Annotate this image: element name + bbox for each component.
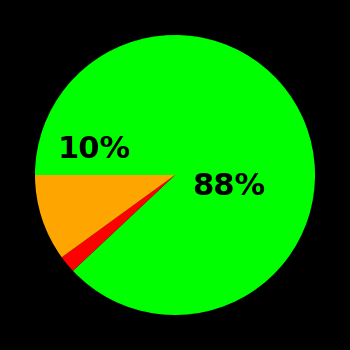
Wedge shape xyxy=(35,35,315,315)
Text: 10%: 10% xyxy=(57,135,130,164)
Text: 88%: 88% xyxy=(192,172,265,201)
Wedge shape xyxy=(35,175,175,257)
Wedge shape xyxy=(62,175,175,271)
